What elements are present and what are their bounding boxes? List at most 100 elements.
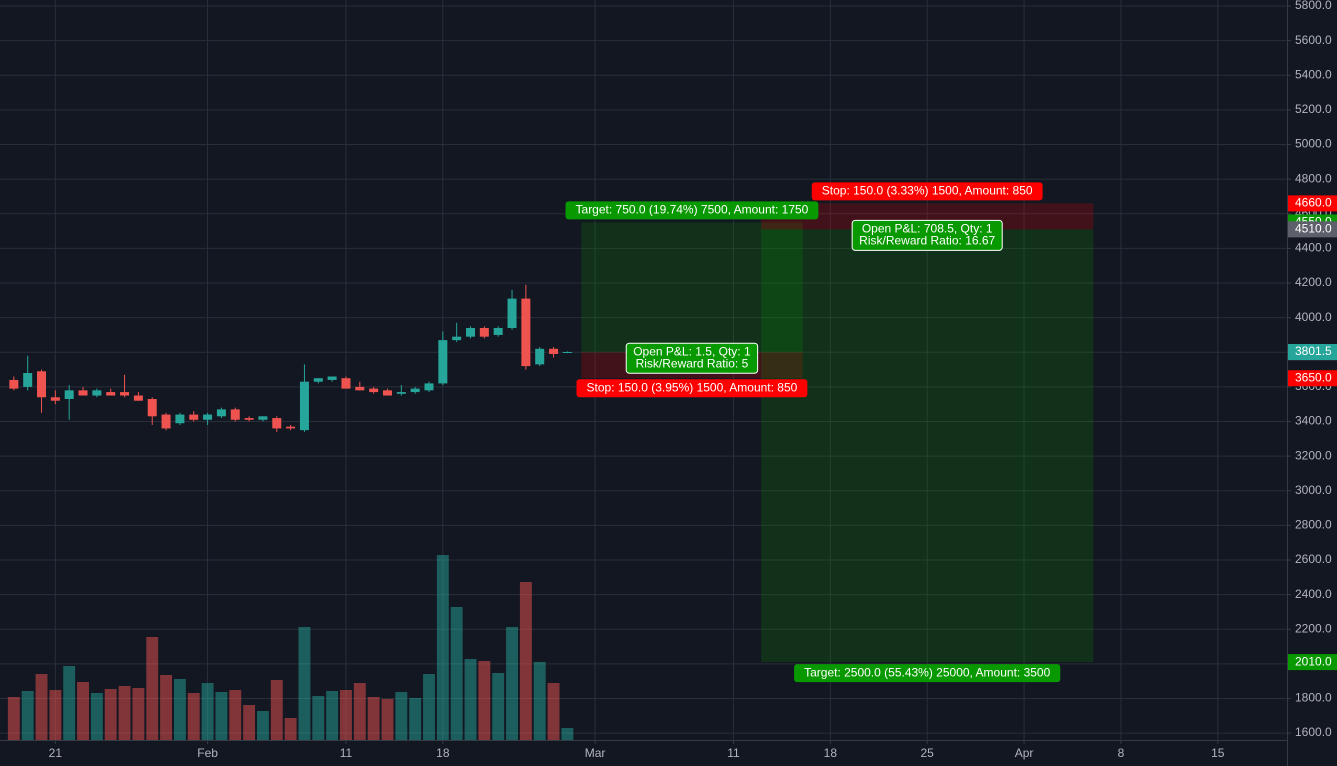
y-tick-label: 1800.0: [1295, 691, 1332, 705]
volume-bar: [215, 692, 228, 740]
candle-body: [479, 328, 489, 337]
y-tick-label: 5200.0: [1295, 102, 1332, 116]
volume-bar: [340, 690, 352, 740]
x-tick-label: Feb: [197, 746, 218, 760]
volume-bar: [353, 683, 366, 740]
volume-bar: [409, 698, 422, 740]
x-tick-label: 21: [49, 746, 63, 760]
y-tick-label: 3000.0: [1295, 483, 1332, 497]
candle-body: [244, 418, 254, 420]
volume-bar: [506, 627, 518, 740]
candle-body: [535, 348, 545, 365]
stop-label: Stop: 150.0 (3.95%) 1500, Amount: 850: [587, 380, 798, 394]
volume-bar: [492, 673, 505, 740]
x-tick-label: 18: [436, 746, 450, 760]
volume-bar: [118, 686, 131, 740]
candle-body: [424, 383, 434, 391]
volume-bar: [547, 683, 560, 740]
y-tick-label: 3200.0: [1295, 448, 1332, 462]
candle-body: [189, 414, 199, 420]
volume-bar: [243, 705, 256, 740]
stop-price-label-box: [1288, 195, 1337, 212]
ratio-label: Risk/Reward Ratio: 16.67: [859, 234, 995, 248]
volume-bar: [395, 692, 408, 740]
y-tick-label: 2200.0: [1295, 621, 1332, 635]
pnl-label: Open P&L: 1.5, Qty: 1: [633, 344, 751, 358]
target-label-box: [794, 664, 1061, 683]
candle-body: [175, 414, 185, 424]
candle-body: [230, 409, 240, 420]
stop-label-box: [811, 182, 1043, 201]
volume-bar: [21, 691, 34, 740]
stop-label: Stop: 150.0 (3.33%) 1500, Amount: 850: [822, 184, 1033, 198]
stop-price-label: 4660.0: [1295, 196, 1332, 210]
candle-body: [493, 328, 503, 335]
volume-bar: [187, 693, 200, 740]
candle-body: [147, 398, 157, 417]
target-label-box: [565, 201, 819, 220]
candle-body: [382, 390, 392, 396]
volume-bar: [63, 666, 76, 740]
candle-body: [216, 409, 226, 417]
y-tick-label: 3400.0: [1295, 414, 1332, 428]
stop-price-label: 3650.0: [1295, 370, 1332, 384]
y-tick-label: 2800.0: [1295, 518, 1332, 532]
x-tick-label: Apr: [1015, 746, 1034, 760]
volume-bar: [519, 582, 532, 740]
x-tick-label: 15: [1211, 746, 1225, 760]
candle-body: [286, 426, 296, 429]
pnl-box: [851, 219, 1003, 251]
volume-bar: [7, 697, 20, 740]
x-tick-label: 8: [1118, 746, 1125, 760]
target-label: Target: 2500.0 (55.43%) 25000, Amount: 3…: [804, 665, 1051, 679]
volume-bar: [367, 697, 380, 740]
volume-bar: [132, 688, 145, 740]
stop-label-box: [576, 379, 808, 398]
volume-bar: [201, 683, 214, 740]
candle-body: [438, 340, 448, 384]
volume-bar: [326, 691, 339, 740]
volume-bar: [229, 690, 242, 740]
y-tick-label: 4000.0: [1295, 310, 1332, 324]
candle-body: [50, 397, 60, 401]
y-tick-label: 2600.0: [1295, 552, 1332, 566]
candle-body: [78, 390, 88, 396]
y-tick-label: 5000.0: [1295, 137, 1332, 151]
volume-bar: [284, 718, 297, 740]
y-tick-label: 5600.0: [1295, 33, 1332, 47]
candle-body: [258, 416, 268, 420]
volume-bar: [77, 682, 89, 740]
volume-bar: [561, 728, 574, 740]
candle-body: [327, 376, 337, 380]
volume-bar: [160, 675, 173, 740]
candle-body: [341, 378, 351, 389]
ratio-label: Risk/Reward Ratio: 5: [636, 356, 749, 370]
target-label: Target: 750.0 (19.74%) 7500, Amount: 175…: [576, 203, 809, 217]
candle-body: [92, 390, 102, 396]
candle-body: [106, 392, 116, 396]
volume-bar: [423, 674, 435, 740]
volume-bar: [104, 689, 117, 740]
candle-body: [64, 390, 74, 399]
volume-bar: [270, 680, 283, 740]
x-tick-label: 11: [727, 746, 740, 760]
volume-bar: [450, 607, 463, 740]
volume-bar: [146, 637, 159, 740]
y-tick-label: 5800.0: [1295, 0, 1332, 12]
last-price-label-box: [1288, 343, 1337, 360]
volume-bar: [436, 555, 449, 740]
candle-body: [313, 378, 323, 382]
time-axis-bg: [0, 740, 1287, 766]
y-tick-label: 5400.0: [1295, 67, 1332, 81]
y-tick-label: 4200.0: [1295, 275, 1332, 289]
volume-bar: [35, 674, 48, 740]
candle-body: [369, 388, 379, 393]
x-tick-label: 18: [824, 746, 838, 760]
target-zone: [761, 229, 1094, 663]
target-price-label-box: [1288, 654, 1337, 671]
volume-bar: [478, 661, 491, 740]
candle-body: [37, 371, 47, 398]
target-zone: [581, 222, 803, 353]
candle-body: [133, 395, 143, 401]
